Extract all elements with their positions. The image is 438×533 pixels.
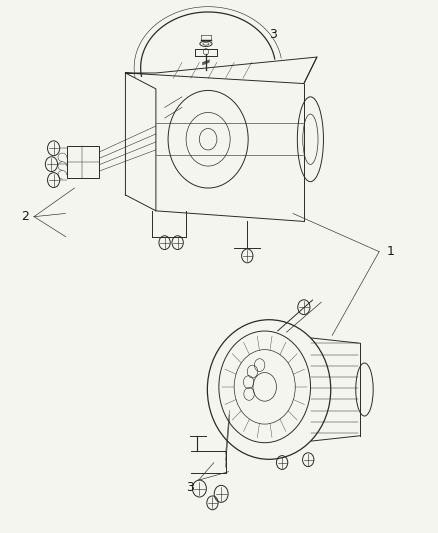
Text: 2: 2: [21, 210, 29, 223]
Text: 3: 3: [186, 481, 194, 494]
Bar: [67, 146, 99, 179]
Text: 1: 1: [387, 245, 395, 258]
Text: 3: 3: [269, 28, 277, 41]
